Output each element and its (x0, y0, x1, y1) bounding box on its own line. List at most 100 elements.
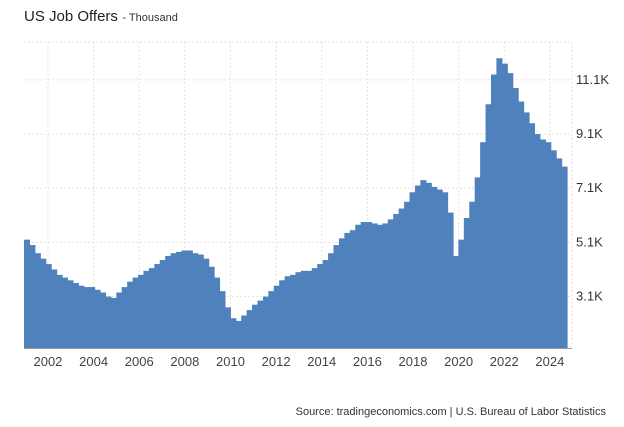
bar (452, 255, 459, 348)
y-tick-label: 11.1K (576, 72, 609, 87)
bar (181, 250, 188, 348)
bar (208, 266, 215, 348)
bar (116, 292, 123, 348)
y-tick-label: 9.1K (576, 126, 603, 141)
bar (496, 58, 503, 348)
chart-title: US Job Offers (24, 8, 118, 25)
bar (550, 150, 557, 348)
bar (72, 283, 79, 348)
bar (328, 253, 335, 348)
bar (197, 254, 204, 348)
bar (83, 287, 90, 348)
bar (306, 270, 313, 348)
bar (322, 259, 329, 348)
y-tick-label: 3.1K (576, 289, 603, 304)
bar (409, 192, 416, 348)
bar (105, 296, 112, 348)
bar (127, 281, 134, 348)
bar (78, 285, 85, 348)
bar (257, 300, 264, 348)
x-tick-label: 2010 (216, 354, 245, 369)
bar (447, 212, 454, 348)
bar (561, 166, 568, 348)
x-tick-label: 2008 (170, 354, 199, 369)
bar (148, 268, 155, 348)
bar (268, 291, 275, 348)
bar (143, 270, 150, 348)
bar (56, 274, 63, 348)
bar (94, 289, 101, 348)
bar (121, 287, 128, 348)
bar (398, 208, 405, 348)
x-tick-label: 2004 (79, 354, 108, 369)
x-tick-label: 2024 (535, 354, 564, 369)
bar (393, 213, 400, 348)
bar (246, 310, 253, 348)
x-tick-label: 2002 (33, 354, 62, 369)
bar (40, 258, 47, 348)
bar (24, 239, 31, 348)
bar (295, 272, 302, 348)
bar (490, 74, 498, 348)
bar (219, 291, 226, 348)
bar (51, 269, 58, 348)
chart-title-block: US Job Offers - Thousand (24, 8, 178, 26)
bar (159, 259, 166, 348)
bar (420, 180, 427, 348)
bar (67, 280, 74, 348)
bar (273, 285, 280, 348)
bar (376, 224, 383, 348)
y-tick-label: 5.1K (576, 234, 603, 249)
bar (528, 123, 536, 349)
bar (284, 276, 291, 348)
bar (371, 223, 378, 348)
bar (224, 307, 231, 348)
bar (404, 201, 411, 348)
bar (512, 88, 519, 348)
x-tick-label: 2022 (490, 354, 519, 369)
bar (34, 253, 41, 348)
bar (89, 287, 96, 348)
x-tick-label: 2016 (353, 354, 382, 369)
bar (344, 232, 351, 348)
bar (230, 318, 237, 348)
bar (382, 223, 389, 348)
bar (290, 274, 297, 348)
bar (317, 264, 324, 348)
bar (300, 270, 307, 348)
bar (138, 274, 145, 348)
x-tick-label: 2014 (307, 354, 336, 369)
bar (203, 258, 210, 348)
bar (431, 186, 438, 348)
bar (539, 139, 546, 348)
bar (518, 101, 525, 348)
bar (458, 239, 465, 348)
bar (338, 238, 345, 348)
bar (425, 182, 432, 348)
bar (29, 245, 36, 348)
bar (474, 177, 481, 348)
bar (241, 315, 248, 348)
bar (252, 304, 259, 348)
bar (534, 134, 541, 348)
bar (192, 253, 199, 348)
bar (463, 218, 470, 348)
bar (436, 189, 443, 348)
chart-subtitle: - Thousand (122, 12, 178, 24)
bar (333, 245, 340, 348)
bar (366, 222, 373, 348)
bar (414, 185, 421, 348)
bar (556, 158, 563, 348)
bar (360, 222, 367, 348)
bar (176, 251, 183, 348)
bar (165, 255, 172, 348)
bar (523, 112, 530, 348)
x-tick-label: 2020 (444, 354, 473, 369)
bar (355, 224, 362, 348)
bar (501, 63, 508, 348)
x-tick-label: 2012 (262, 354, 291, 369)
x-tick-label: 2018 (399, 354, 428, 369)
bar (214, 277, 221, 348)
bar (279, 280, 286, 348)
bar (62, 277, 69, 348)
